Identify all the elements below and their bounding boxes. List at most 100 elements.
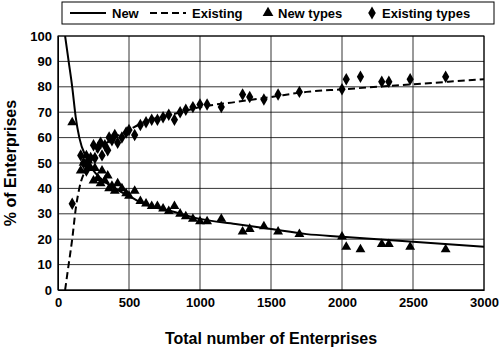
- y-grid-line: [58, 61, 484, 62]
- data-point: [171, 114, 178, 126]
- x-axis-tick-label: 1000: [186, 295, 215, 310]
- data-point: [203, 98, 210, 110]
- y-axis-tick-label: 100: [30, 29, 52, 44]
- y-axis-tick-label: 10: [38, 257, 52, 272]
- plot: 0 500 1000 1500 2000 2500 3000 0 10 20 30 40 50 60 70 8…: [30, 29, 499, 311]
- y-axis-tick: 20: [38, 232, 58, 247]
- data-point: [202, 216, 212, 225]
- y-axis-tick: 30: [38, 206, 58, 221]
- legend-box: [62, 2, 494, 24]
- y-grid-line: [58, 86, 484, 87]
- y-axis-tick: 60: [38, 130, 58, 145]
- series-line: [65, 79, 484, 290]
- x-axis-tick-label: 500: [119, 295, 141, 310]
- legend: NewExistingNew typesExisting types: [62, 2, 494, 24]
- x-axis-tick: 1000: [186, 290, 215, 310]
- data-point: [384, 239, 394, 248]
- y-axis: 0 10 20 30 40 50 60 70 80 90 100: [30, 29, 58, 298]
- y-axis-tick: 10: [38, 257, 58, 272]
- data-point: [442, 70, 449, 82]
- y-axis-tick: 90: [38, 54, 58, 69]
- data-point: [103, 170, 113, 179]
- legend-swatch: [368, 6, 376, 19]
- y-axis-tick-label: 20: [38, 232, 52, 247]
- data-point: [69, 197, 76, 209]
- data-point: [296, 86, 303, 98]
- y-axis-tick-label: 80: [38, 79, 52, 94]
- x-axis-tick: 2500: [399, 290, 428, 310]
- y-axis-tick: 40: [38, 181, 58, 196]
- data-point: [159, 111, 166, 123]
- data-point: [294, 228, 304, 237]
- grid: [58, 36, 484, 290]
- data-point: [356, 244, 366, 253]
- y-axis-tick: 50: [38, 156, 58, 171]
- data-point: [218, 101, 225, 113]
- data-point: [170, 200, 180, 209]
- y-axis-line: [58, 37, 59, 291]
- data-point: [130, 185, 140, 194]
- data-point: [97, 165, 107, 174]
- data-point: [239, 88, 246, 100]
- data-point: [216, 213, 226, 222]
- y-axis-tick: 0: [45, 283, 58, 298]
- x-axis-tick-label: 2000: [328, 295, 357, 310]
- y-axis-tick: 80: [38, 79, 58, 94]
- data-area: [65, 36, 484, 290]
- series-line: [65, 36, 484, 247]
- y-grid-line: [58, 163, 484, 164]
- x-axis-tick-label: 2500: [399, 295, 428, 310]
- data-point: [196, 98, 203, 110]
- y-axis-tick-label: 90: [38, 54, 52, 69]
- x-axis-tick-label: 3000: [470, 295, 499, 310]
- data-point: [137, 119, 144, 131]
- data-point: [246, 91, 253, 103]
- legend-label: Existing types: [382, 6, 470, 21]
- data-point: [407, 73, 414, 85]
- data-point: [385, 75, 392, 87]
- legend-label: New types: [278, 6, 342, 21]
- plot-frame: [58, 36, 484, 290]
- legend-swatch: [263, 7, 274, 16]
- data-point: [91, 152, 98, 164]
- data-point: [405, 241, 415, 250]
- data-point: [273, 226, 283, 235]
- y-axis-tick-label: 40: [38, 181, 52, 196]
- y-axis-tick-label: 50: [38, 156, 52, 171]
- data-point: [341, 241, 351, 250]
- data-point: [337, 231, 347, 240]
- y-axis-tick-label: 70: [38, 105, 52, 120]
- x-axis-tick: 500: [119, 290, 141, 310]
- chart: 0 500 1000 1500 2000 2500 3000 0 10 20 30 40 50 60 70 8…: [0, 0, 500, 356]
- data-point: [338, 83, 345, 95]
- data-point: [441, 244, 451, 253]
- y-axis-tick-label: 0: [45, 283, 52, 298]
- legend-swatch: [70, 12, 106, 14]
- x-axis-tick: 3000: [470, 290, 499, 310]
- x-axis: 0 500 1000 1500 2000 2500 3000: [55, 290, 499, 310]
- data-point: [188, 213, 198, 222]
- data-point: [131, 129, 138, 141]
- x-axis-tick: 0: [55, 290, 62, 310]
- x-axis-tick-label: 1500: [257, 295, 286, 310]
- x-axis-line: [59, 290, 485, 291]
- data-point: [189, 101, 196, 113]
- y-grid-line: [58, 264, 484, 265]
- y-axis-title: % of Enterprises: [2, 100, 19, 226]
- data-point: [154, 114, 161, 126]
- data-point: [260, 93, 267, 105]
- y-grid-line: [58, 213, 484, 214]
- x-axis-title: Total number of Enterprises: [165, 330, 377, 347]
- data-point: [142, 116, 149, 128]
- y-grid-line: [58, 112, 484, 113]
- data-point: [274, 88, 281, 100]
- y-axis-tick: 70: [38, 105, 58, 120]
- y-axis-tick-label: 30: [38, 206, 52, 221]
- legend-swatch: [150, 12, 186, 14]
- data-point: [104, 144, 111, 156]
- x-axis-tick: 1500: [257, 290, 286, 310]
- data-point: [378, 75, 385, 87]
- legend-label: Existing: [192, 6, 243, 21]
- data-point: [357, 70, 364, 82]
- y-axis-tick: 100: [30, 29, 58, 44]
